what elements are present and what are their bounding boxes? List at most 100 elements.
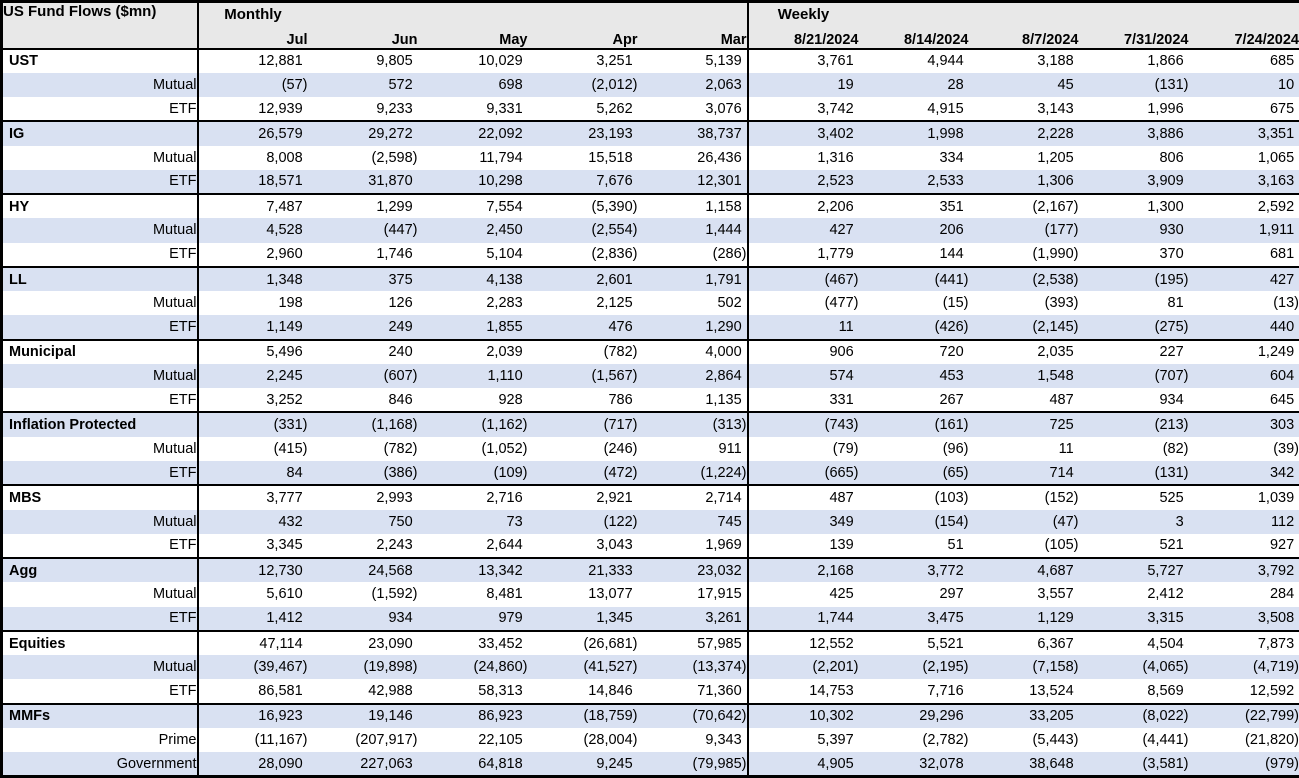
cell-mmfs-weekly-1: 29,296)	[858, 702, 969, 728]
column-header-8-21-2024: 8/21/2024	[746, 26, 859, 50]
cell-ig-etf-weekly-3: 3,909)	[1078, 169, 1189, 195]
cell-mmfs-prime-weekly-4: (21,820)	[1189, 728, 1299, 752]
cell-ig-weekly-1: 1,998)	[858, 120, 969, 146]
row-label-text: Equities	[9, 635, 66, 652]
cell-value: (386)	[383, 464, 418, 481]
cell-hy-mutual-weekly-2: (177)	[968, 218, 1079, 243]
cell-value: (441)	[934, 271, 969, 288]
cell-value: 7,873	[1257, 635, 1295, 652]
header-row-sections: US Fund Flows ($mn) Monthly Weekly	[1, 1, 1299, 50]
cell-equities-weekly-2: 6,367)	[968, 629, 1079, 656]
cell-value: 8,008	[266, 149, 303, 166]
cell-value: 16,923	[258, 708, 303, 725]
cell-agg-mutual-monthly-1: (1,592)	[308, 582, 418, 606]
cell-value: 1,316	[817, 149, 854, 166]
cell-value: (2,145)	[1032, 319, 1079, 336]
cell-value: 342	[1269, 464, 1295, 481]
cell-value: 86,923	[478, 708, 523, 725]
cell-ll-monthly-3: 2,601)	[527, 265, 638, 292]
cell-equities-monthly-2: 33,452)	[417, 629, 528, 656]
row-label-equities-mutual: Mutual	[1, 655, 199, 680]
cell-agg-mutual-monthly-2: 8,481)	[418, 582, 528, 606]
cell-value: 698	[498, 76, 523, 93]
table-row-agg-mutual: Mutual5,610)(1,592)8,481)13,077)17,915)4…	[1, 582, 1299, 607]
table-row-ig: IG26,579)29,272)22,092)23,193)38,737)3,4…	[1, 120, 1299, 146]
cell-ig-etf-monthly-4: 12,301)	[637, 169, 748, 195]
cell-value: 334	[939, 149, 964, 166]
cell-mmfs-prime-monthly-2: 22,105)	[418, 728, 528, 752]
row-label-text: Mutual	[152, 149, 197, 166]
cell-equities-weekly-3: 4,504)	[1078, 629, 1189, 656]
cell-ig-monthly-4: 38,737)	[637, 120, 748, 146]
cell-ust-mutual-monthly-3: (2,012)	[527, 72, 638, 98]
cell-value: 1,110	[487, 368, 523, 385]
cell-mmfs-government-weekly-3: (3,581)	[1078, 752, 1189, 777]
cell-value: (207,917)	[355, 732, 418, 749]
cell-hy-etf-monthly-1: 1,746)	[308, 243, 418, 267]
cell-ust-etf-weekly-2: 3,143)	[969, 97, 1079, 121]
cell-value: (331)	[273, 417, 308, 434]
cell-ig-mutual-monthly-2: 11,794)	[418, 146, 528, 170]
cell-agg-mutual-weekly-2: 3,557)	[969, 582, 1079, 606]
cell-inflation-protected-etf-weekly-4: 342)	[1188, 461, 1299, 486]
cell-mbs-mutual-monthly-0: 432)	[197, 509, 308, 534]
cell-value: 604	[1269, 368, 1295, 385]
row-label-mbs-mutual: Mutual	[1, 509, 199, 534]
cell-value: 23,090	[368, 635, 413, 652]
row-label-text: Municipal	[9, 344, 76, 361]
table-header: US Fund Flows ($mn) Monthly Weekly Jul Ju…	[1, 1, 1299, 50]
row-label-ust: UST	[1, 47, 199, 73]
cell-value: 5,521	[927, 635, 964, 652]
cell-value: 2,168	[817, 562, 854, 579]
cell-value: 3,761	[817, 53, 854, 70]
cell-ll-mutual-weekly-2: (393)	[969, 291, 1079, 315]
cell-equities-etf-monthly-2: 58,313)	[418, 679, 528, 703]
table-row-mbs-etf: ETF3,345)2,243)2,644)3,043)1,969)139)51)…	[1, 533, 1299, 559]
table-row-mbs-mutual: Mutual432)750)73)(122)745)349)(154)(47)3…	[1, 509, 1299, 534]
cell-mbs-etf-weekly-3: 521)	[1079, 534, 1189, 558]
cell-value: 2,601	[596, 271, 633, 288]
cell-hy-mutual-monthly-0: 4,528)	[197, 218, 308, 243]
cell-municipal-mutual-weekly-0: 574)	[746, 363, 859, 389]
cell-value: 927	[1269, 537, 1295, 554]
cell-value: 1,306	[1037, 173, 1074, 190]
cell-value: 38,648	[1029, 755, 1074, 772]
cell-agg-etf-monthly-3: 1,345)	[527, 606, 638, 631]
row-label-municipal-etf: ETF	[1, 388, 199, 413]
cell-value: 19	[837, 76, 854, 93]
row-label-text: Mutual	[152, 222, 197, 239]
cell-mbs-mutual-monthly-3: (122)	[527, 509, 638, 534]
table-row-mbs: MBS 3,777)2,993)2,716)2,921)2,714)487) (10…	[1, 484, 1299, 510]
cell-hy-weekly-3: 1,300)	[1078, 193, 1189, 219]
cell-value: 2,523	[817, 173, 854, 190]
cell-mbs-etf-monthly-0: 3,345)	[198, 534, 308, 558]
cell-ig-mutual-monthly-0: 8,008)	[198, 146, 308, 170]
cell-mbs-etf-monthly-1: 2,243)	[308, 534, 418, 558]
cell-ust-etf-weekly-0: 3,742)	[746, 97, 859, 122]
cell-hy-weekly-2: (2,167)	[968, 193, 1079, 219]
cell-hy-weekly-1: 351)	[858, 193, 969, 219]
row-label-municipal: Municipal	[1, 338, 199, 364]
cell-value: 681	[1269, 246, 1295, 263]
cell-ll-weekly-3: (195)	[1078, 265, 1189, 292]
cell-value: (426)	[934, 319, 969, 336]
cell-value: 28,090	[258, 755, 303, 772]
cell-value: 144	[939, 246, 964, 263]
row-label-hy-mutual: Mutual	[1, 218, 199, 243]
cell-value: (19,898)	[363, 659, 418, 676]
cell-value: 3,475	[927, 610, 964, 627]
cell-ust-weekly-1: 4,944)	[858, 47, 969, 73]
cell-ig-monthly-1: 29,272)	[307, 120, 418, 146]
cell-hy-monthly-1: 1,299)	[307, 193, 418, 219]
cell-value: 5,727	[1147, 562, 1184, 579]
cell-ig-etf-weekly-4: 3,163)	[1188, 169, 1299, 195]
cell-hy-etf-monthly-3: (2,836)	[528, 243, 638, 267]
cell-mbs-mutual-weekly-0: 349)	[746, 509, 859, 534]
cell-agg-monthly-0: 12,730)	[197, 557, 308, 583]
table-row-agg: Agg12,730)24,568)13,342)21,333)23,032)2,…	[1, 557, 1299, 583]
cell-value: 4,944	[927, 53, 964, 70]
cell-value: 126	[388, 295, 413, 312]
cell-ig-weekly-2: 2,228)	[968, 120, 1079, 146]
cell-value: 7,676	[596, 173, 633, 190]
